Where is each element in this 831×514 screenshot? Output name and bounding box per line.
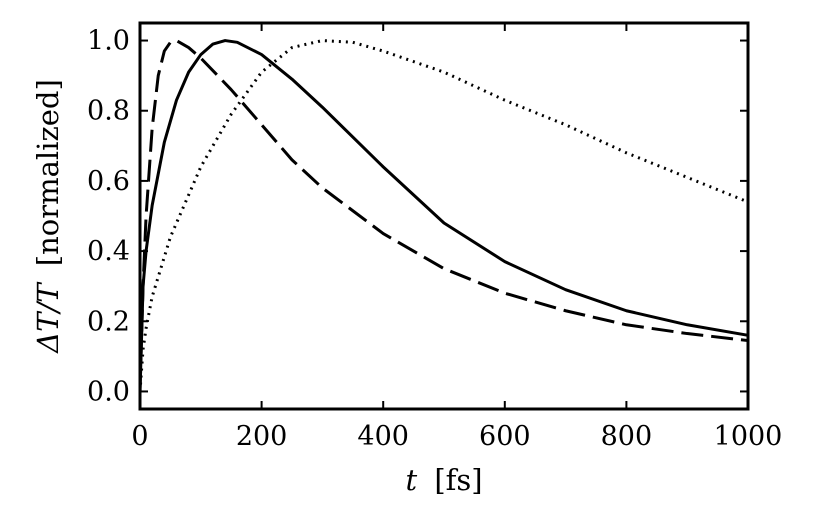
y-axis-label-unit: [normalized] xyxy=(31,79,65,266)
y-tick-label: 0.8 xyxy=(87,96,130,127)
plot-frame xyxy=(138,21,750,411)
y-tick-label: 0.4 xyxy=(87,236,130,267)
y-tick-label: 0.2 xyxy=(87,306,130,337)
x-tick-label: 400 xyxy=(357,421,409,452)
series-layer xyxy=(138,39,749,392)
y-axis-label-var: ΔT/T xyxy=(31,281,65,354)
series-line-dashed xyxy=(138,39,749,392)
x-axis-label: t [fs] xyxy=(405,463,482,497)
x-tick-label: 200 xyxy=(236,421,288,452)
x-axis-label-var: t xyxy=(405,463,417,497)
x-axis-label-unit: [fs] xyxy=(434,463,482,497)
y-tick-label: 0.0 xyxy=(87,376,130,407)
y-axis-label: ΔT/T [normalized] xyxy=(31,79,65,354)
x-ticks: 0 200 400 600 800 1000 xyxy=(131,23,782,452)
y-tick-label: 1.0 xyxy=(87,26,130,57)
series-line-solid xyxy=(138,39,749,392)
x-tick-label: 800 xyxy=(601,421,653,452)
x-tick-label: 1000 xyxy=(714,421,783,452)
x-tick-label: 0 xyxy=(131,421,148,452)
series-line-dotted xyxy=(138,39,749,392)
x-tick-label: 600 xyxy=(479,421,531,452)
y-tick-label: 0.6 xyxy=(87,166,130,197)
y-ticks: 0.0 0.2 0.4 0.6 0.8 1.0 xyxy=(87,26,748,407)
